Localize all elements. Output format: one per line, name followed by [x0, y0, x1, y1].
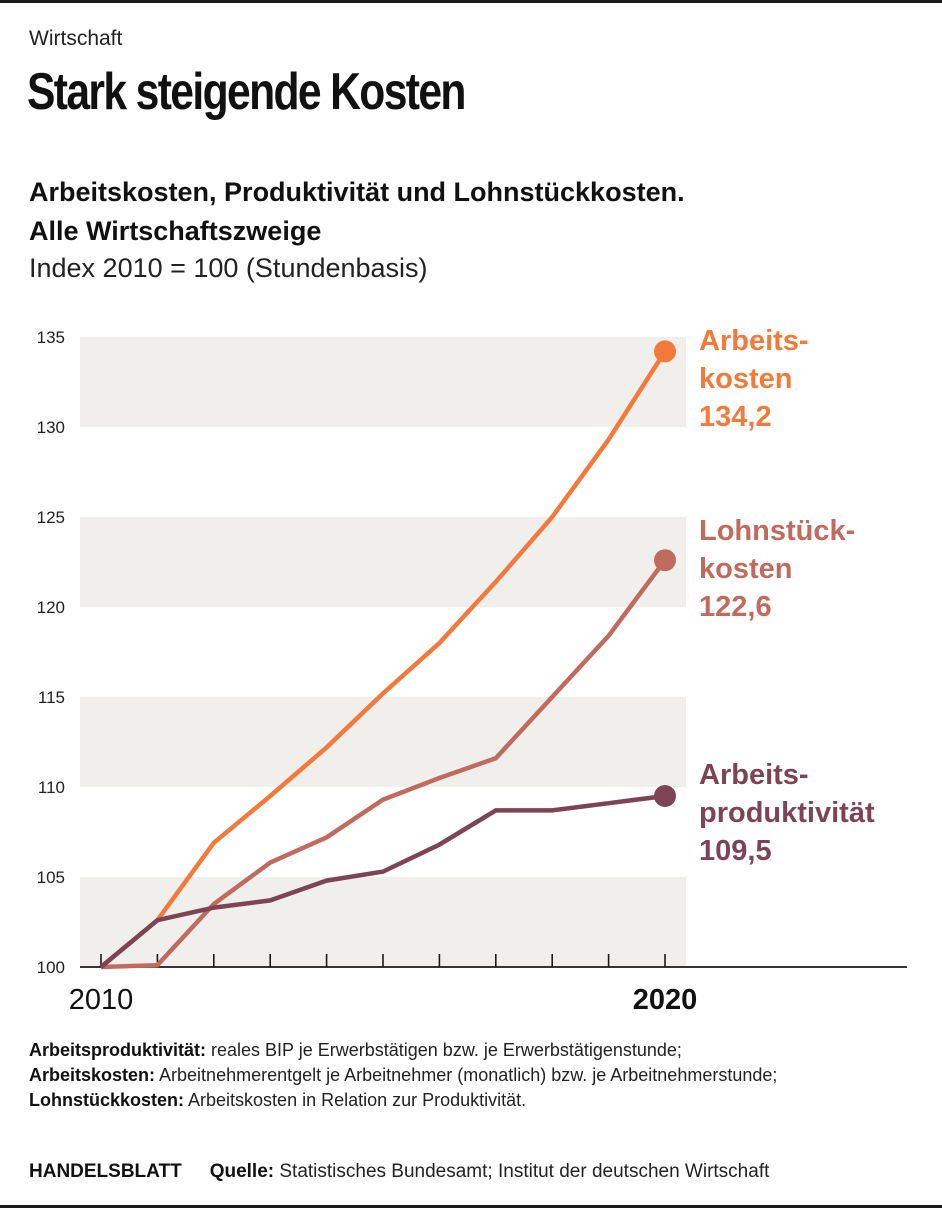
headline: Stark steigende Kosten	[27, 63, 466, 121]
grid-band	[80, 517, 686, 607]
unit-label: Index 2010 = 100 (Stundenbasis)	[29, 253, 428, 283]
x-tick-label: 2010	[69, 984, 134, 1016]
chart-subtitle: Arbeitskosten, Produktivität und Lohnstü…	[29, 173, 685, 251]
note-text: Arbeitnehmerentgelt je Arbeitnehmer (mon…	[155, 1065, 778, 1085]
series-line-lohnstueckkosten	[100, 558, 667, 970]
subtitle-line-2: Alle Wirtschaftszweige	[29, 216, 322, 246]
note-term: Arbeitsproduktivität:	[29, 1040, 207, 1060]
series-name-line: Arbeits-	[699, 759, 809, 791]
note-text: reales BIP je Erwerbstätigen bzw. je Erw…	[206, 1040, 682, 1060]
series-name-line: Lohnstück-	[699, 515, 856, 547]
brand-logo: HANDELSBLATT	[29, 1161, 182, 1182]
grid-band	[80, 337, 686, 427]
y-tick-label: 135	[37, 328, 65, 347]
kicker: Wirtschaft	[29, 27, 123, 50]
grid-bands	[80, 337, 686, 967]
note-arbeitskosten: Arbeitskosten: Arbeitnehmerentgelt je Ar…	[29, 1063, 909, 1088]
end-point-arbeitskosten	[654, 340, 676, 363]
end-value: 134,2	[699, 401, 772, 433]
end-label-arbeitskosten: Arbeits-kosten 134,2	[699, 322, 809, 436]
x-tick-label: 2020	[633, 984, 698, 1016]
y-tick-label: 130	[37, 418, 65, 437]
series-name-line: produktivität	[699, 797, 875, 829]
end-value: 122,6	[699, 591, 772, 623]
top-rule	[0, 0, 942, 3]
end-label-produktivitaet: Arbeits-produktivität 109,5	[699, 756, 875, 870]
y-tick-label: 110	[38, 778, 65, 797]
series-line-arbeitskosten	[99, 350, 667, 969]
note-text: Arbeitskosten in Relation zur Produktivi…	[184, 1090, 527, 1110]
grid-band	[80, 697, 686, 787]
source-text: Statistisches Bundesamt; Institut der de…	[274, 1161, 770, 1182]
subtitle-line-1: Arbeitskosten, Produktivität und Lohnstü…	[29, 177, 685, 207]
y-axis: 100 105 110 115 120 125 130 135	[37, 328, 65, 977]
series-line-produktivitaet	[99, 793, 666, 969]
end-point-lohnstueckkosten	[654, 549, 676, 572]
line-chart: 100 105 110 115 120 125 130 135 2010 2020	[37, 328, 907, 1016]
y-tick-label: 105	[37, 868, 65, 887]
definitions: Arbeitsproduktivität: reales BIP je Erwe…	[29, 1038, 909, 1113]
note-term: Arbeitskosten:	[29, 1065, 156, 1085]
bottom-rule	[0, 1205, 942, 1208]
series-name-line: kosten	[699, 553, 793, 585]
series-name-line: Arbeits-	[699, 325, 809, 357]
y-tick-label: 120	[37, 598, 65, 617]
end-point-produktivitaet	[654, 785, 676, 807]
x-axis-labels: 2010 2020	[69, 984, 698, 1016]
note-lohnstueckkosten: Lohnstückkosten: Arbeitskosten in Relati…	[29, 1088, 909, 1113]
end-value: 109,5	[699, 835, 772, 867]
x-axis	[80, 954, 907, 968]
grid-band	[80, 877, 686, 967]
end-label-lohnstueckkosten: Lohnstück-kosten 122,6	[699, 512, 855, 626]
series-lines	[99, 340, 676, 970]
series-name-line: kosten	[699, 363, 793, 395]
y-tick-label: 115	[38, 688, 65, 707]
footer: HANDELSBLATT Quelle: Statistisches Bundes…	[29, 1161, 769, 1183]
note-term: Lohnstückkosten:	[29, 1090, 185, 1110]
note-produktivitaet: Arbeitsproduktivität: reales BIP je Erwe…	[29, 1038, 909, 1063]
y-tick-label: 100	[37, 958, 65, 977]
y-tick-label: 125	[37, 508, 65, 527]
source-label: Quelle:	[209, 1161, 275, 1182]
